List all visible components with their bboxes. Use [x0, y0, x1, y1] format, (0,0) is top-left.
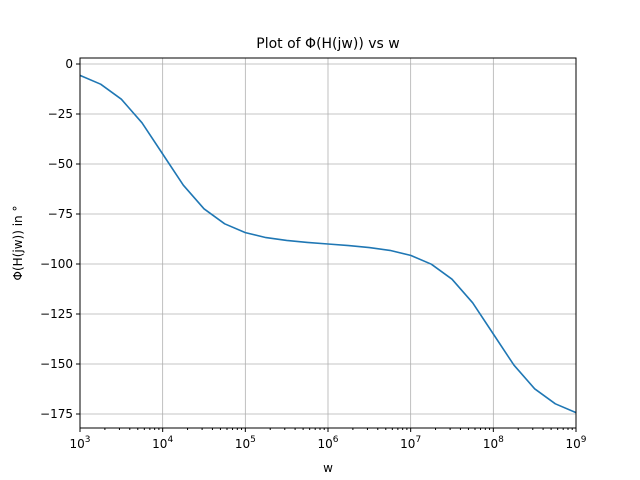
x-tick-label: 107 — [400, 435, 421, 451]
y-tick-label: −25 — [48, 107, 73, 121]
x-tick-label: 105 — [235, 435, 256, 451]
chart-title: Plot of Φ(H(jw)) vs w — [256, 36, 399, 52]
y-tick-label: −150 — [40, 357, 73, 371]
y-tick-label: 0 — [65, 57, 73, 71]
y-axis-label: Φ(H(jw)) in ° — [11, 206, 25, 281]
series-layer — [79, 74, 577, 414]
x-tick-label: 104 — [152, 435, 173, 451]
x-axis-label: w — [323, 461, 333, 475]
tick-layer: 103 104 105 106 107 108 109 0 −25 −50 −75 −100 −125 −… — [40, 57, 587, 451]
x-tick-label: 109 — [565, 435, 586, 451]
y-tick-label: −50 — [48, 157, 73, 171]
x-tick-label: 108 — [483, 435, 504, 451]
x-tick-label: 106 — [317, 435, 338, 451]
y-tick-label: −100 — [40, 257, 73, 271]
grid-lines — [79, 58, 577, 428]
y-tick-label: −175 — [40, 407, 73, 421]
y-tick-label: −125 — [40, 307, 73, 321]
y-tick-label: −75 — [48, 207, 73, 221]
phase-series-line — [79, 74, 577, 414]
x-tick-label: 103 — [69, 435, 90, 451]
